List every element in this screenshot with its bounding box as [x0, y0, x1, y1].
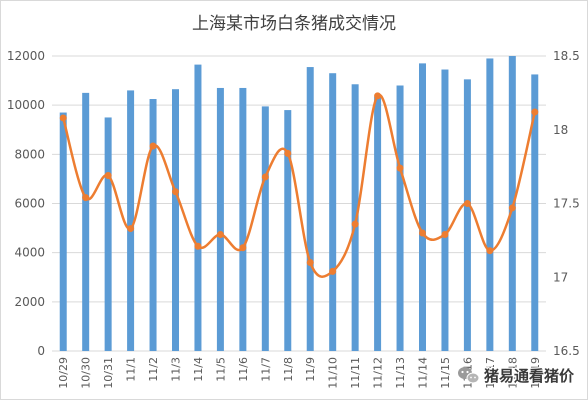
right-axis-labels: 16.5 17 17.5 18 18.5 — [553, 49, 580, 358]
x-tick-label: 11/2 — [147, 357, 160, 382]
gridlines — [52, 55, 546, 352]
right-tick-label: 17.5 — [553, 197, 580, 211]
bar — [261, 106, 269, 351]
line-marker — [261, 173, 269, 181]
x-tick-label: 11/13 — [394, 357, 407, 389]
line-marker — [463, 200, 471, 207]
line-marker — [82, 194, 90, 202]
line-marker — [306, 259, 314, 266]
line-marker — [104, 171, 112, 179]
line-marker — [284, 149, 292, 157]
watermark: 猪易通看猪价 — [458, 366, 576, 386]
bar — [82, 92, 90, 351]
left-tick-label: 2000 — [14, 295, 45, 309]
line-marker — [508, 204, 516, 212]
bar — [306, 67, 314, 351]
bar — [508, 56, 516, 351]
left-tick-label: 0 — [37, 344, 45, 358]
bar — [59, 112, 67, 352]
bar — [329, 73, 337, 351]
x-tick-label: 11/1 — [125, 357, 138, 382]
line-marker — [216, 230, 224, 238]
line-marker — [172, 188, 179, 196]
x-axis-labels: 10/29 10/30 10/31 11/1 11/2 11/3 11/4 11/5 11/6 1… — [57, 357, 542, 389]
bar — [531, 74, 539, 351]
watermark-text: 猪易通看猪价 — [483, 367, 575, 385]
line-marker — [374, 92, 382, 100]
line-marker — [194, 242, 202, 250]
right-tick-label: 16.5 — [553, 344, 580, 358]
line-marker — [149, 142, 157, 150]
line-marker — [127, 225, 135, 233]
x-tick-label: 11/8 — [282, 357, 295, 382]
x-tick-label: 10/31 — [102, 357, 115, 389]
x-tick-label: 11/19 — [529, 357, 542, 389]
line-marker — [531, 108, 539, 116]
bar — [172, 89, 179, 351]
x-tick-label: 11/15 — [439, 357, 452, 389]
x-tick-label: 11/17 — [484, 357, 497, 389]
x-tick-label: 11/11 — [349, 357, 362, 389]
bar — [194, 64, 202, 352]
line-marker — [329, 267, 337, 275]
left-axis-labels: 0 2000 4000 6000 8000 10000 12000 — [7, 49, 45, 358]
bar — [463, 79, 471, 352]
bar — [374, 96, 382, 351]
line-marker — [351, 220, 359, 228]
bar — [419, 63, 426, 351]
bar — [104, 117, 112, 351]
x-tick-label: 11/7 — [259, 357, 272, 382]
line-marker — [486, 247, 494, 255]
line-marker — [59, 114, 67, 122]
x-tick-label: 11/3 — [170, 357, 183, 382]
x-tick-label: 11/10 — [327, 357, 340, 389]
bar — [351, 84, 359, 351]
bar — [396, 85, 404, 351]
line-marker — [396, 164, 404, 172]
price-line — [62, 93, 536, 278]
bar — [127, 90, 135, 352]
bar — [284, 110, 292, 351]
wechat-icon — [458, 367, 480, 384]
x-tick-label: 10/29 — [57, 357, 70, 389]
x-tick-label: 11/5 — [214, 357, 227, 382]
x-tick-label: 10/30 — [80, 357, 93, 389]
chart-title: 上海某市场白条猪成交情况 — [192, 14, 396, 34]
line-series — [59, 92, 539, 278]
bar — [239, 87, 247, 351]
x-tick-label: 11/12 — [372, 357, 385, 389]
line-marker — [419, 229, 426, 237]
right-tick-label: 18.5 — [553, 49, 580, 63]
line-marker — [239, 244, 247, 252]
left-tick-label: 8000 — [14, 147, 45, 161]
x-tick-label: 11/4 — [192, 357, 205, 382]
x-tick-label: 11/6 — [237, 357, 250, 382]
x-tick-label: 11/9 — [304, 357, 317, 382]
left-tick-label: 4000 — [14, 246, 45, 260]
bar — [486, 58, 494, 351]
bar-series — [59, 56, 539, 352]
x-tick-label: 11/14 — [417, 357, 430, 389]
bar — [441, 69, 449, 351]
line-marker — [441, 230, 449, 238]
bar — [149, 99, 157, 351]
left-tick-label: 6000 — [14, 197, 45, 211]
right-tick-label: 18 — [553, 123, 568, 137]
left-tick-label: 12000 — [7, 49, 45, 63]
bar — [216, 87, 224, 351]
left-tick-label: 10000 — [7, 98, 45, 112]
right-tick-label: 17 — [553, 270, 568, 284]
x-tick-label: 11/18 — [506, 357, 519, 389]
